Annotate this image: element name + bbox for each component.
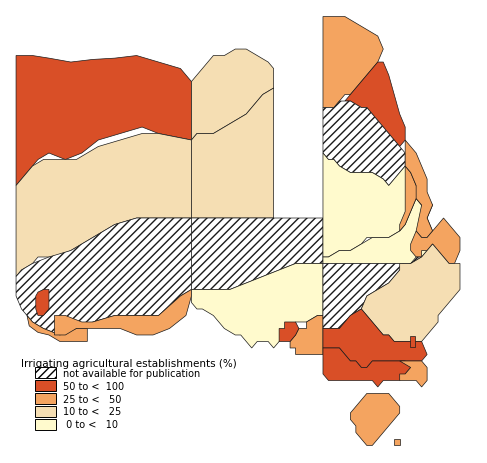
Polygon shape [279, 322, 299, 342]
Polygon shape [410, 337, 415, 347]
Text: Irrigating agricultural establishments (%): Irrigating agricultural establishments (… [21, 358, 237, 368]
Polygon shape [323, 257, 422, 329]
Polygon shape [411, 219, 460, 264]
Polygon shape [16, 219, 191, 335]
Polygon shape [323, 18, 383, 108]
Text: 50 to <  100: 50 to < 100 [62, 381, 124, 391]
Polygon shape [323, 199, 432, 264]
Polygon shape [323, 309, 427, 368]
Polygon shape [361, 244, 460, 342]
Bar [35, 380, 56, 392]
Polygon shape [323, 154, 416, 257]
Polygon shape [16, 134, 191, 277]
Bar [35, 406, 56, 418]
Polygon shape [191, 89, 274, 219]
Text: 25 to <   50: 25 to < 50 [62, 394, 121, 404]
Polygon shape [323, 102, 405, 186]
Text: 0 to <   10: 0 to < 10 [62, 419, 117, 430]
Bar [35, 367, 56, 379]
Polygon shape [55, 290, 191, 335]
Polygon shape [400, 167, 432, 232]
Bar [35, 419, 56, 431]
Polygon shape [191, 264, 323, 348]
Polygon shape [290, 316, 323, 355]
Polygon shape [400, 361, 427, 387]
Text: 10 to <   25: 10 to < 25 [62, 407, 121, 417]
Polygon shape [16, 56, 191, 186]
Polygon shape [36, 290, 49, 316]
Polygon shape [191, 50, 274, 141]
Polygon shape [394, 439, 400, 445]
Text: not available for publication: not available for publication [62, 368, 200, 378]
Bar [35, 393, 56, 405]
Polygon shape [191, 219, 323, 290]
Polygon shape [323, 348, 411, 387]
Polygon shape [27, 316, 87, 342]
Polygon shape [405, 141, 432, 238]
Polygon shape [350, 394, 400, 445]
Polygon shape [345, 63, 405, 147]
